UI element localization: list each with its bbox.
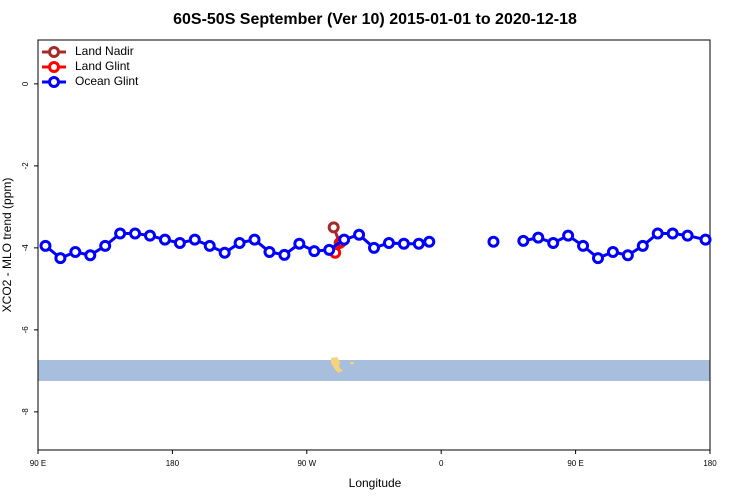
map-land — [331, 357, 343, 373]
legend-marker — [48, 46, 60, 58]
point — [203, 239, 216, 252]
plot-frame — [37, 39, 711, 451]
y-axis-label: XCO2 - MLO trend (ppm) — [0, 178, 14, 313]
point — [681, 229, 694, 242]
point — [651, 227, 664, 240]
point — [562, 229, 575, 242]
point — [353, 228, 366, 241]
point — [547, 236, 560, 249]
point — [173, 236, 186, 249]
point — [114, 227, 127, 240]
point — [144, 229, 156, 242]
point — [323, 243, 336, 256]
x-tick-label: 0 — [439, 459, 444, 468]
point — [621, 249, 634, 262]
map-ocean-strip — [38, 360, 710, 381]
point — [532, 231, 545, 244]
x-tick-label: 90 E — [567, 459, 583, 468]
point — [368, 241, 380, 254]
y-tick-label: -2 — [21, 162, 30, 170]
point — [327, 221, 340, 234]
point — [218, 246, 231, 259]
point — [84, 249, 97, 262]
point — [129, 227, 142, 240]
legend-label: Ocean Glint — [75, 74, 139, 88]
y-tick-label: -8 — [21, 408, 30, 416]
point — [699, 233, 712, 246]
point — [69, 245, 82, 258]
point — [308, 245, 321, 258]
x-tick-label: 180 — [166, 459, 180, 468]
legend-label: Land Nadir — [75, 44, 134, 58]
y-tick-label: -4 — [21, 244, 30, 252]
legend-label: Land Glint — [75, 59, 130, 73]
point — [577, 239, 590, 252]
y-tick-label: -6 — [21, 326, 30, 334]
point — [233, 236, 246, 249]
x-axis-label: Longitude — [349, 476, 402, 490]
x-tick-label: 180 — [703, 459, 717, 468]
point — [606, 245, 619, 258]
point — [99, 239, 112, 252]
point — [382, 236, 395, 249]
point — [158, 233, 171, 246]
y-tick-label: 0 — [21, 81, 30, 86]
point — [636, 239, 649, 252]
legend-marker — [48, 61, 60, 73]
point — [397, 237, 410, 250]
x-tick-label: 90 W — [297, 459, 316, 468]
point — [412, 237, 425, 250]
point — [293, 237, 306, 250]
chart-title: 60S-50S September (Ver 10) 2015-01-01 to… — [173, 11, 577, 28]
point — [278, 248, 291, 261]
point — [263, 245, 276, 258]
point — [248, 233, 261, 246]
point — [188, 233, 201, 246]
point — [592, 252, 604, 265]
map-land — [350, 362, 354, 364]
point — [338, 233, 351, 246]
x-tick-label: 90 E — [30, 459, 46, 468]
point — [54, 252, 67, 265]
point — [423, 235, 436, 248]
legend-marker — [48, 76, 60, 88]
point — [666, 227, 679, 240]
point — [487, 235, 500, 248]
point — [517, 234, 530, 247]
point — [39, 239, 52, 252]
